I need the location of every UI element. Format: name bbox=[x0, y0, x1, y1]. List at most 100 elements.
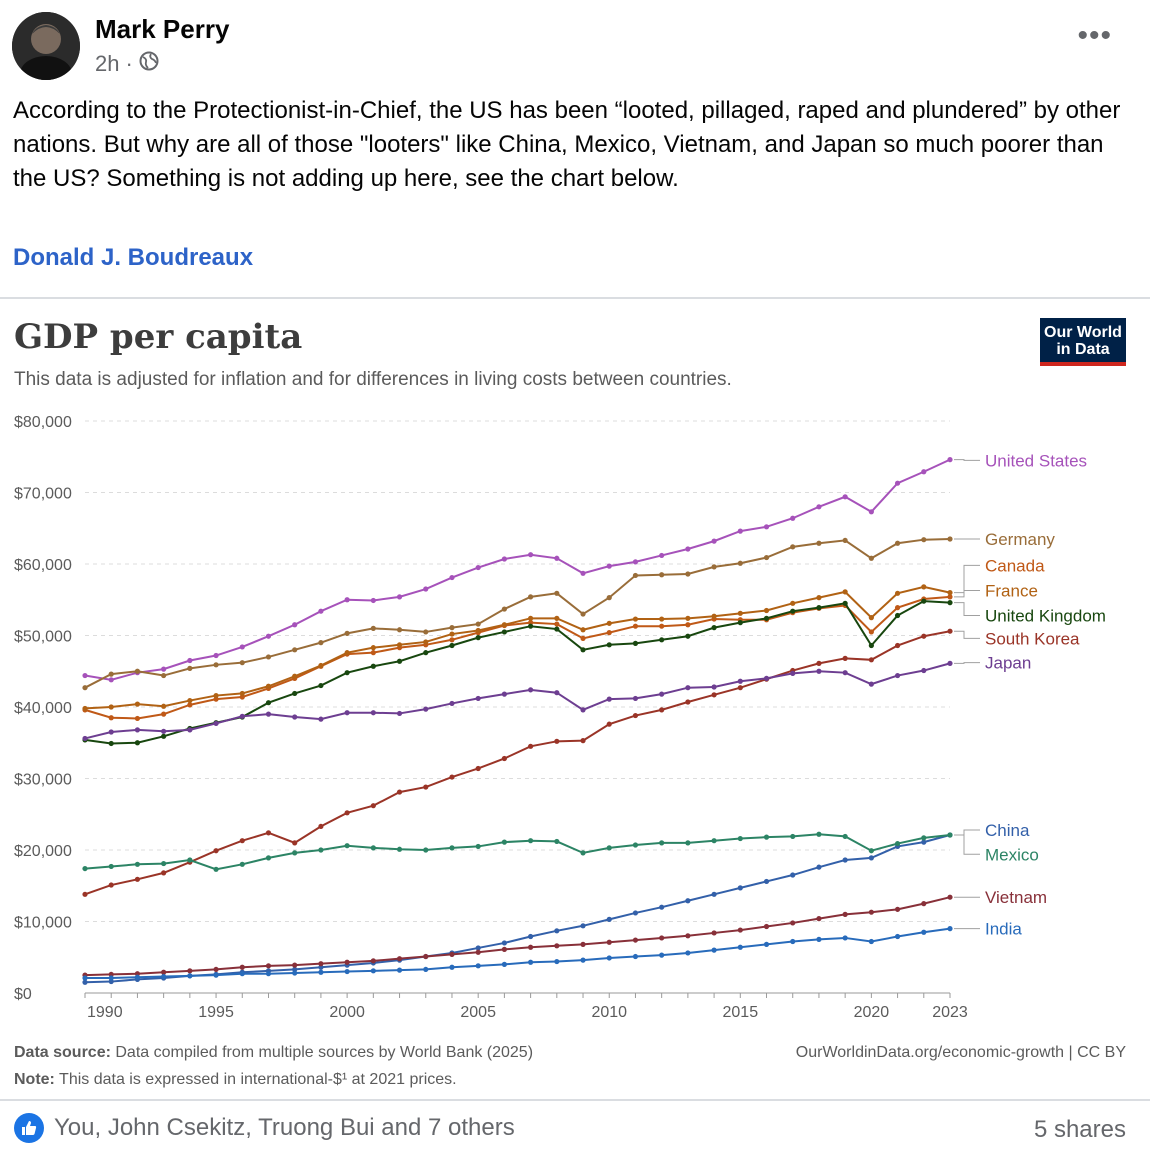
data-point bbox=[659, 935, 665, 941]
data-point bbox=[292, 622, 298, 628]
data-point bbox=[737, 885, 743, 891]
data-point bbox=[528, 838, 534, 844]
data-point bbox=[894, 612, 901, 619]
series-line bbox=[84, 458, 951, 681]
y-tick-label: $50,000 bbox=[14, 629, 72, 646]
data-point bbox=[842, 494, 848, 500]
data-point bbox=[292, 970, 298, 976]
data-point bbox=[239, 838, 245, 844]
data-point bbox=[632, 695, 639, 702]
avatar[interactable] bbox=[12, 12, 80, 80]
data-point bbox=[265, 683, 272, 689]
x-tick-label: 2020 bbox=[854, 1004, 890, 1021]
data-point bbox=[396, 658, 403, 664]
data-point bbox=[921, 835, 927, 841]
data-point bbox=[318, 662, 324, 669]
globe-icon[interactable] bbox=[139, 51, 159, 77]
data-point bbox=[344, 959, 350, 965]
data-point bbox=[659, 952, 665, 958]
data-point bbox=[213, 966, 219, 973]
data-point bbox=[134, 974, 141, 980]
data-point bbox=[108, 729, 114, 735]
y-tick-label: $10,000 bbox=[14, 915, 72, 932]
data-point bbox=[685, 685, 691, 691]
data-point bbox=[449, 637, 455, 643]
data-point bbox=[108, 715, 114, 721]
data-point bbox=[921, 901, 927, 907]
data-point bbox=[632, 842, 639, 848]
data-point bbox=[213, 866, 219, 872]
post-time[interactable]: 2h bbox=[95, 51, 120, 76]
data-point bbox=[737, 685, 743, 691]
label-connector bbox=[954, 630, 980, 639]
data-point bbox=[265, 971, 272, 977]
reactions-text: You, John Csekitz, Truong Bui and 7 othe… bbox=[54, 1114, 515, 1141]
data-point bbox=[82, 705, 88, 712]
data-point bbox=[396, 594, 403, 600]
data-point bbox=[606, 563, 612, 569]
data-point bbox=[790, 515, 796, 521]
series-france: France bbox=[82, 581, 1038, 712]
data-point bbox=[894, 540, 901, 546]
label-connector bbox=[954, 459, 980, 461]
data-point bbox=[790, 938, 796, 945]
data-point bbox=[816, 864, 822, 870]
data-point bbox=[318, 823, 324, 830]
data-point bbox=[423, 629, 429, 635]
series-mexico: Mexico bbox=[82, 831, 1039, 872]
more-options-icon[interactable]: ••• bbox=[1077, 19, 1112, 52]
data-point bbox=[842, 833, 848, 840]
label-connector bbox=[954, 829, 980, 836]
data-point bbox=[606, 595, 612, 601]
data-point bbox=[475, 765, 481, 772]
data-point bbox=[842, 670, 848, 676]
data-point bbox=[213, 652, 219, 659]
data-point bbox=[580, 941, 586, 947]
x-tick-label: 2000 bbox=[329, 1004, 365, 1021]
data-point bbox=[632, 937, 639, 943]
data-point bbox=[449, 574, 455, 581]
data-point bbox=[554, 928, 560, 934]
data-point bbox=[921, 598, 927, 604]
data-point bbox=[790, 670, 796, 676]
data-point bbox=[528, 959, 534, 965]
data-point bbox=[947, 894, 953, 900]
series-united-kingdom: United Kingdom bbox=[82, 598, 1106, 747]
data-point bbox=[894, 590, 901, 596]
data-point bbox=[659, 840, 665, 846]
data-point bbox=[449, 642, 455, 649]
data-point bbox=[82, 979, 88, 985]
data-point bbox=[632, 616, 639, 622]
data-point bbox=[685, 950, 691, 956]
author-name[interactable]: Mark Perry bbox=[95, 14, 230, 44]
chart-image[interactable]: GDP per capita This data is adjusted for… bbox=[0, 299, 1150, 1099]
data-point bbox=[475, 564, 481, 571]
data-point bbox=[187, 727, 193, 733]
reactions-summary[interactable]: You, John Csekitz, Truong Bui and 7 othe… bbox=[14, 1113, 515, 1143]
label-connector bbox=[954, 564, 980, 598]
data-point bbox=[711, 684, 717, 690]
data-point bbox=[108, 671, 114, 677]
data-point bbox=[134, 876, 141, 882]
data-point bbox=[816, 660, 822, 666]
data-point bbox=[161, 860, 167, 867]
data-point bbox=[868, 615, 874, 621]
mention-link[interactable]: Donald J. Boudreaux bbox=[13, 244, 254, 271]
data-point bbox=[790, 920, 796, 926]
data-point bbox=[737, 528, 743, 534]
data-point bbox=[344, 650, 350, 656]
data-point bbox=[501, 622, 507, 628]
owid-logo-line2: in Data bbox=[1056, 341, 1110, 358]
data-point bbox=[82, 975, 88, 981]
series-line bbox=[84, 833, 951, 871]
data-point bbox=[580, 923, 586, 929]
y-tick-label: $20,000 bbox=[14, 843, 72, 860]
data-point bbox=[239, 861, 245, 867]
data-point bbox=[921, 469, 927, 475]
data-point bbox=[685, 571, 691, 577]
data-point bbox=[894, 672, 901, 679]
data-point bbox=[239, 690, 245, 697]
shares-count[interactable]: 5 shares bbox=[1033, 1116, 1126, 1143]
data-point bbox=[606, 939, 612, 945]
data-point bbox=[187, 665, 193, 671]
